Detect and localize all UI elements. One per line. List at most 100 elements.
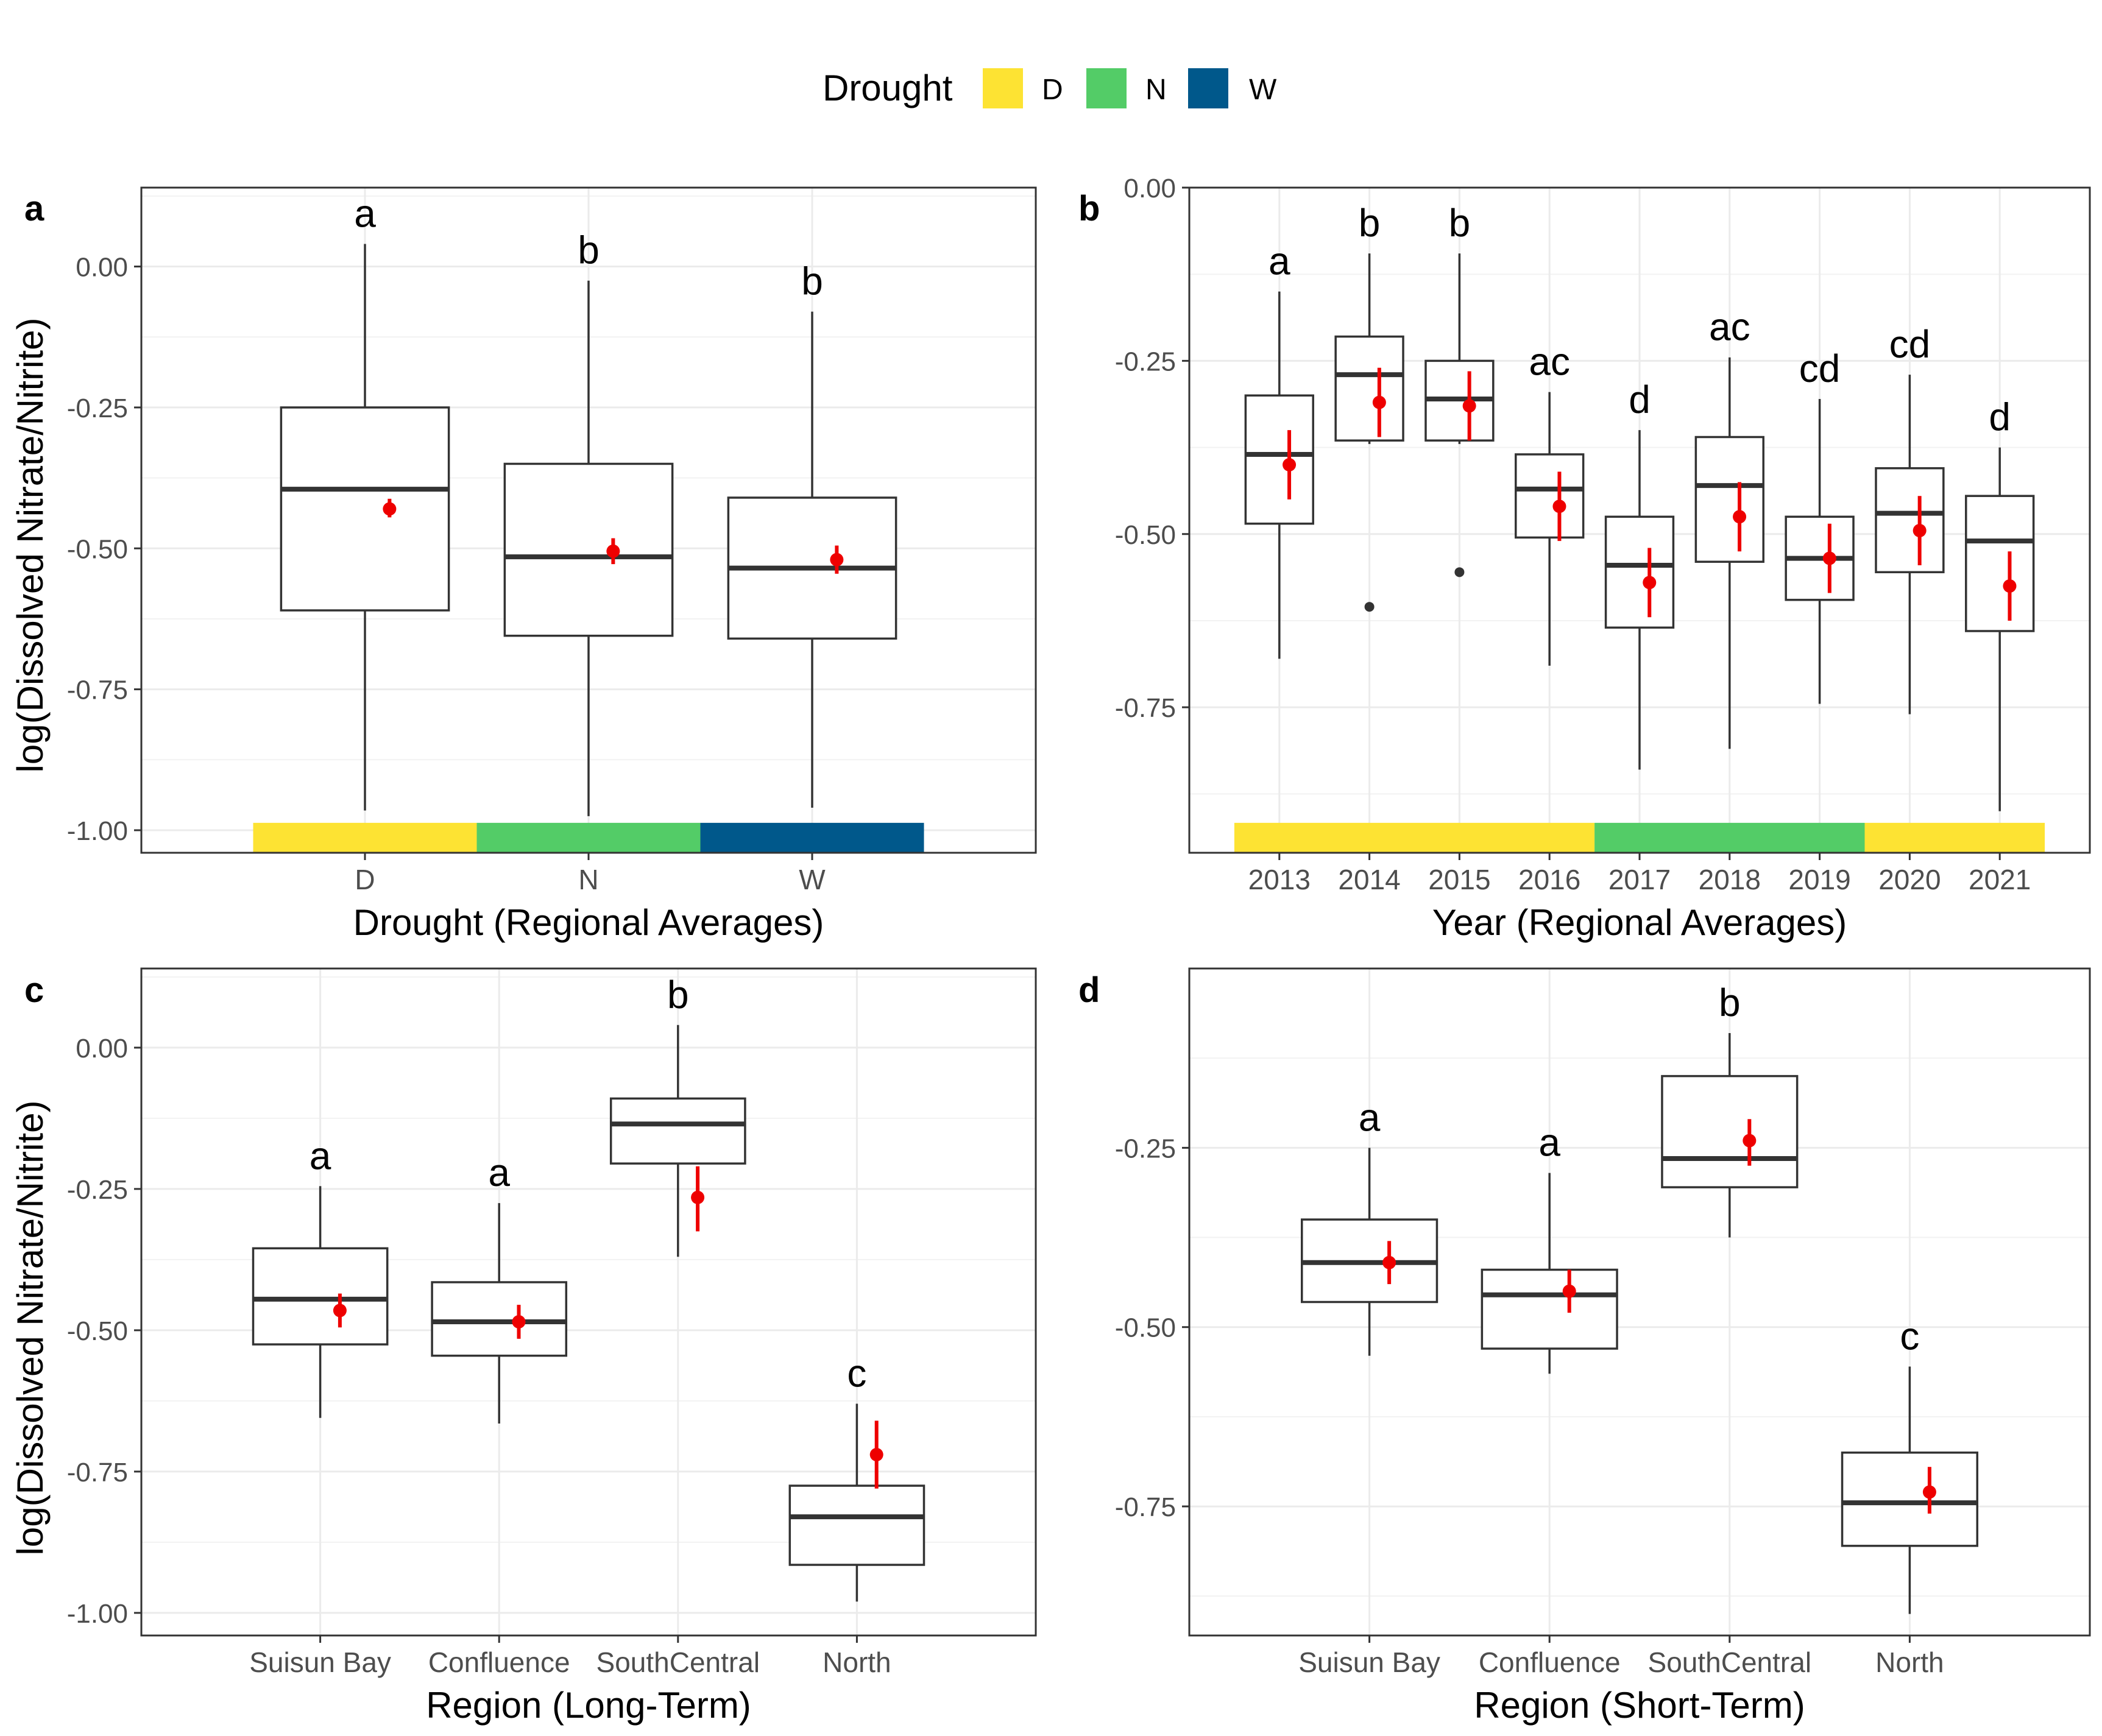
outlier-point: [1364, 602, 1375, 612]
significance-letter: a: [310, 1134, 331, 1177]
significance-letter: ac: [1709, 305, 1750, 349]
x-tick-label: W: [799, 864, 826, 895]
legend: Drought D N W: [823, 68, 1277, 108]
mean-point: [1562, 1284, 1576, 1298]
y-tick-label: 0.00: [1124, 174, 1176, 203]
mean-point: [1913, 524, 1927, 538]
box: [1841, 1452, 1979, 1547]
box: [1244, 394, 1314, 525]
significance-letter: a: [1359, 1095, 1381, 1139]
y-axis-title-bottom: log(Dissolved Nitrate/Nitrite): [10, 1101, 51, 1556]
drought-bar-segment: [1234, 822, 1595, 853]
y-tick-label: -0.50: [1115, 520, 1176, 550]
legend-label-n: N: [1145, 74, 1167, 106]
x-tick-label: 2019: [1788, 864, 1850, 895]
x-tick-label: SouthCentral: [1648, 1646, 1812, 1678]
mean-point: [1552, 499, 1566, 513]
panel-border: [1188, 186, 2091, 854]
legend-swatch-d: [983, 68, 1023, 108]
significance-letter: b: [667, 973, 689, 1017]
x-tick-label: North: [823, 1646, 891, 1678]
box: [1661, 1074, 1799, 1188]
drought-bar-segment: [476, 822, 701, 853]
mean-point: [1283, 458, 1297, 471]
panel-tag-b: b: [1078, 189, 1100, 228]
panel-tag-a: a: [24, 189, 44, 228]
significance-letter: d: [1989, 395, 2011, 439]
y-tick-label: -0.25: [1115, 1134, 1176, 1163]
box: [788, 1484, 925, 1566]
x-tick-label: 2014: [1338, 864, 1400, 895]
panel-b: 0.00 -0.25 -0.50 -0.75 a 2013 b 2014 b 2015 ac 2016…: [1115, 174, 2091, 943]
significance-letter: b: [1719, 981, 1741, 1025]
mean-point: [512, 1314, 526, 1328]
mean-point: [606, 544, 620, 558]
drought-bar-segment: [1594, 822, 1865, 853]
y-tick-label: -0.25: [1115, 347, 1176, 376]
mean-point: [830, 552, 844, 566]
box: [503, 462, 674, 637]
y-tick-label: -0.50: [67, 1316, 128, 1346]
x-axis-title: Region (Short-Term): [1474, 1685, 1805, 1726]
legend-swatch-n: [1086, 68, 1127, 108]
mean-point: [1922, 1485, 1936, 1499]
significance-letter: c: [1900, 1314, 1919, 1358]
x-tick-label: 2017: [1608, 864, 1671, 895]
x-axis-title: Year (Regional Averages): [1432, 902, 1847, 943]
significance-letter: b: [801, 259, 823, 303]
legend-swatch-w: [1188, 68, 1228, 108]
mean-point: [2003, 579, 2017, 593]
box: [1334, 335, 1404, 442]
y-tick-label: -0.25: [67, 393, 128, 423]
box: [1481, 1268, 1618, 1350]
box: [280, 406, 450, 612]
x-tick-label: 2021: [1969, 864, 2031, 895]
panel-border: [140, 967, 1037, 1637]
x-tick-label: D: [355, 864, 375, 895]
x-axis-title: Drought (Regional Averages): [353, 902, 824, 943]
y-tick-label: -0.75: [1115, 1492, 1176, 1522]
mean-point: [333, 1304, 347, 1318]
y-tick-label: -1.00: [67, 816, 128, 846]
y-tick-label: -0.75: [67, 1458, 128, 1487]
x-axis-title: Region (Long-Term): [426, 1685, 751, 1726]
x-tick-label: North: [1875, 1646, 1944, 1678]
x-tick-label: 2013: [1248, 864, 1311, 895]
legend-title: Drought: [823, 68, 953, 108]
significance-letter: b: [1449, 201, 1471, 245]
panel-d: -0.25 -0.50 -0.75 a Suisun Bay a Confluence b So…: [1115, 967, 2091, 1726]
mean-point: [1743, 1134, 1757, 1148]
x-tick-label: 2018: [1699, 864, 1761, 895]
mean-point: [1643, 576, 1657, 590]
legend-label-d: D: [1042, 74, 1063, 106]
drought-bar-segment: [253, 822, 477, 853]
y-tick-label: -0.25: [67, 1175, 128, 1205]
x-tick-label: 2020: [1878, 864, 1941, 895]
mean-point: [1822, 551, 1836, 565]
mean-point: [1382, 1255, 1396, 1269]
x-tick-label: Confluence: [1479, 1646, 1621, 1678]
mean-point: [1462, 399, 1476, 413]
significance-letter: b: [578, 228, 600, 272]
y-tick-label: -0.50: [1115, 1313, 1176, 1343]
box: [431, 1281, 568, 1357]
box: [609, 1097, 746, 1165]
y-tick-label: -0.75: [67, 676, 128, 705]
mean-point: [691, 1190, 705, 1204]
x-tick-label: Suisun Bay: [1298, 1646, 1440, 1678]
panel-tag-c: c: [24, 970, 44, 1010]
significance-letter: a: [1269, 239, 1290, 283]
panel-c: 0.00 -0.25 -0.50 -0.75 -1.00 a Suisun Bay a Conf…: [67, 967, 1037, 1726]
panel-border: [1188, 967, 2091, 1637]
box: [1965, 495, 2035, 632]
significance-letter: c: [847, 1352, 866, 1396]
box: [1604, 515, 1675, 629]
y-tick-label: -0.75: [1115, 693, 1176, 723]
box: [1694, 436, 1764, 563]
y-tick-label: 0.00: [76, 1034, 128, 1064]
box: [252, 1247, 389, 1346]
significance-letter: b: [1359, 201, 1381, 245]
significance-letter: ac: [1529, 340, 1570, 384]
y-axis-title-top: log(Dissolved Nitrate/Nitrite): [10, 318, 51, 773]
